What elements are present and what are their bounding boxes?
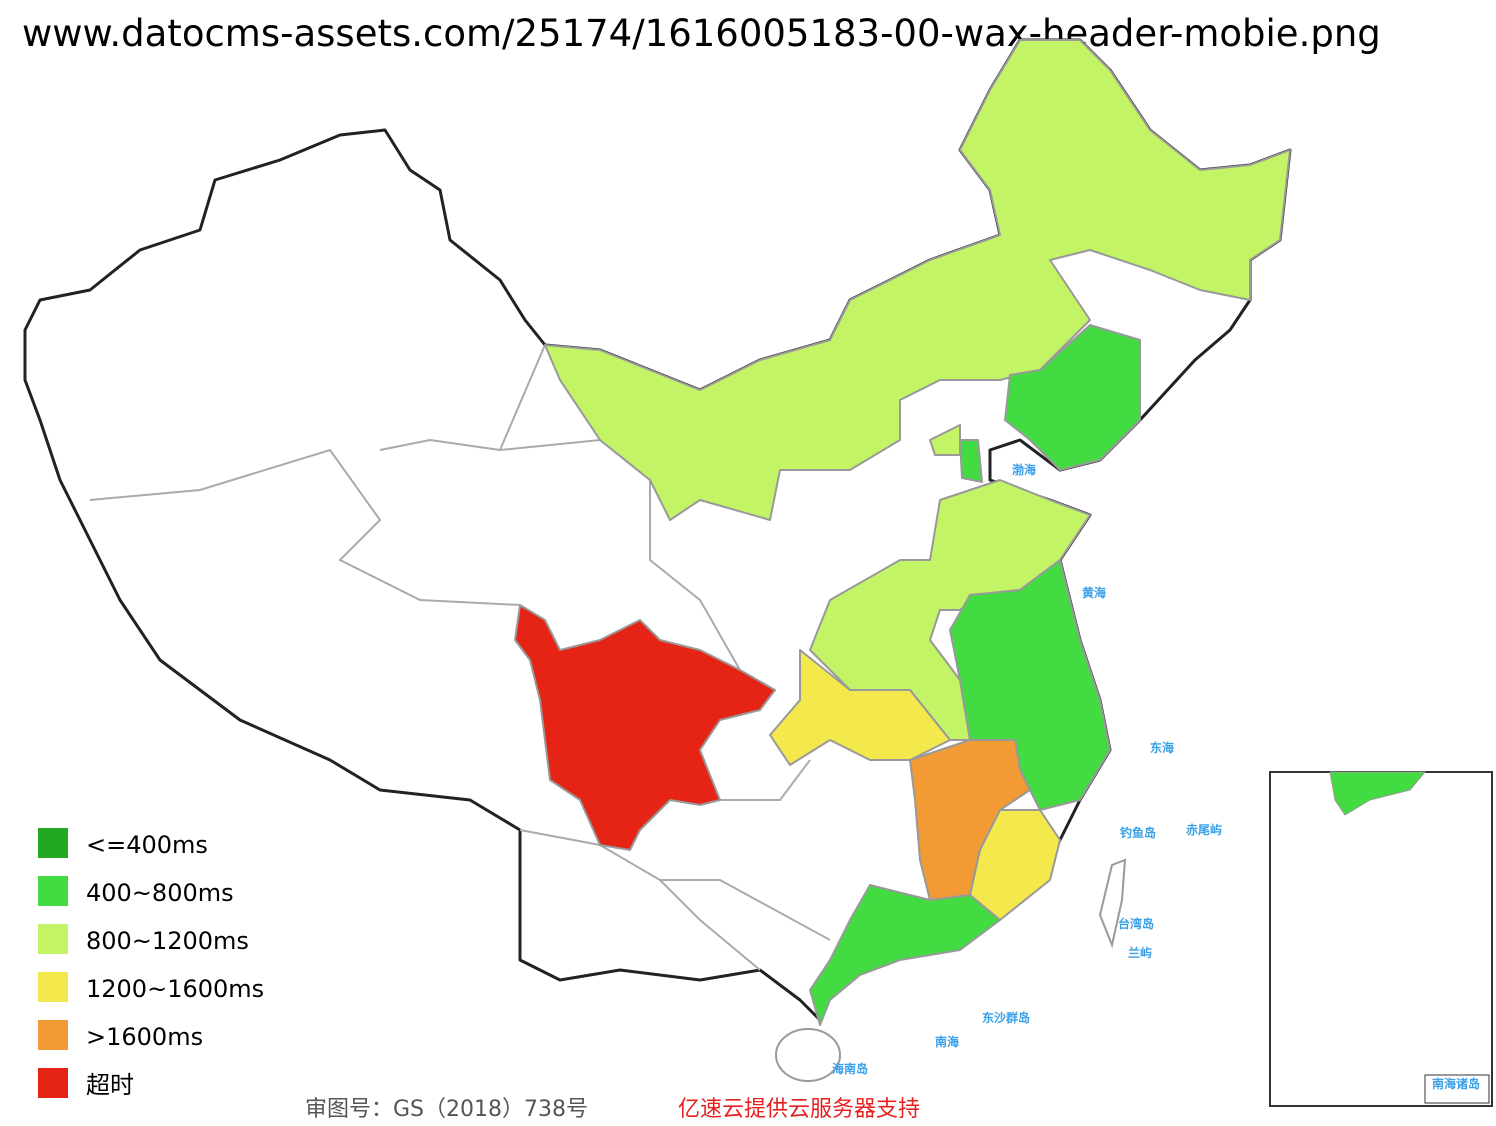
province	[769, 649, 951, 766]
legend-label: 800~1200ms	[86, 927, 249, 955]
legend: <=400ms 400~800ms 800~1200ms 1200~1600ms >16…	[38, 828, 264, 1099]
legend-swatch	[38, 876, 68, 906]
legend-swatch	[38, 1020, 68, 1050]
url-title: www.datocms-assets.com/25174/1616005183-…	[22, 12, 1381, 55]
map-label: 海南岛	[832, 1061, 868, 1076]
province	[959, 439, 983, 483]
taiwan-island	[1098, 858, 1127, 949]
map-label: 赤尾屿	[1186, 822, 1222, 837]
province	[1004, 324, 1141, 471]
legend-swatch	[38, 828, 68, 858]
map-label: 台湾岛	[1118, 916, 1154, 931]
legend-swatch	[38, 972, 68, 1002]
map-label: 东沙群岛	[982, 1010, 1030, 1025]
province	[969, 809, 1061, 921]
approval-number: 审图号：GS（2018）738号	[305, 1097, 588, 1122]
legend-swatch	[38, 1068, 68, 1098]
map-label: 钓鱼岛	[1120, 825, 1156, 840]
hainan-island	[775, 1028, 841, 1082]
map-label: 黄海	[1082, 585, 1106, 600]
legend-label: 1200~1600ms	[86, 975, 264, 1003]
inset-caption-box	[1424, 1074, 1490, 1104]
inset-coast	[1329, 771, 1427, 816]
sponsor-text: 亿速云提供云服务器支持	[678, 1097, 920, 1122]
legend-label: >1600ms	[86, 1023, 203, 1051]
map-label: 南海诸岛	[1432, 1076, 1480, 1091]
legend-label: <=400ms	[86, 831, 208, 859]
province	[544, 39, 1291, 521]
map-label: 南海	[935, 1034, 959, 1049]
province	[949, 559, 1111, 811]
map-label: 渤海	[1012, 462, 1036, 477]
inset-frame	[1269, 771, 1493, 1107]
legend-label: 超时	[86, 1071, 134, 1099]
legend-label: 400~800ms	[86, 879, 234, 907]
province	[514, 604, 776, 851]
province	[809, 884, 1001, 1026]
map-label: 东海	[1150, 740, 1174, 755]
legend-swatch	[38, 924, 68, 954]
province-borders	[89, 344, 831, 971]
province	[809, 479, 1091, 741]
map-label: 兰屿	[1128, 945, 1152, 960]
